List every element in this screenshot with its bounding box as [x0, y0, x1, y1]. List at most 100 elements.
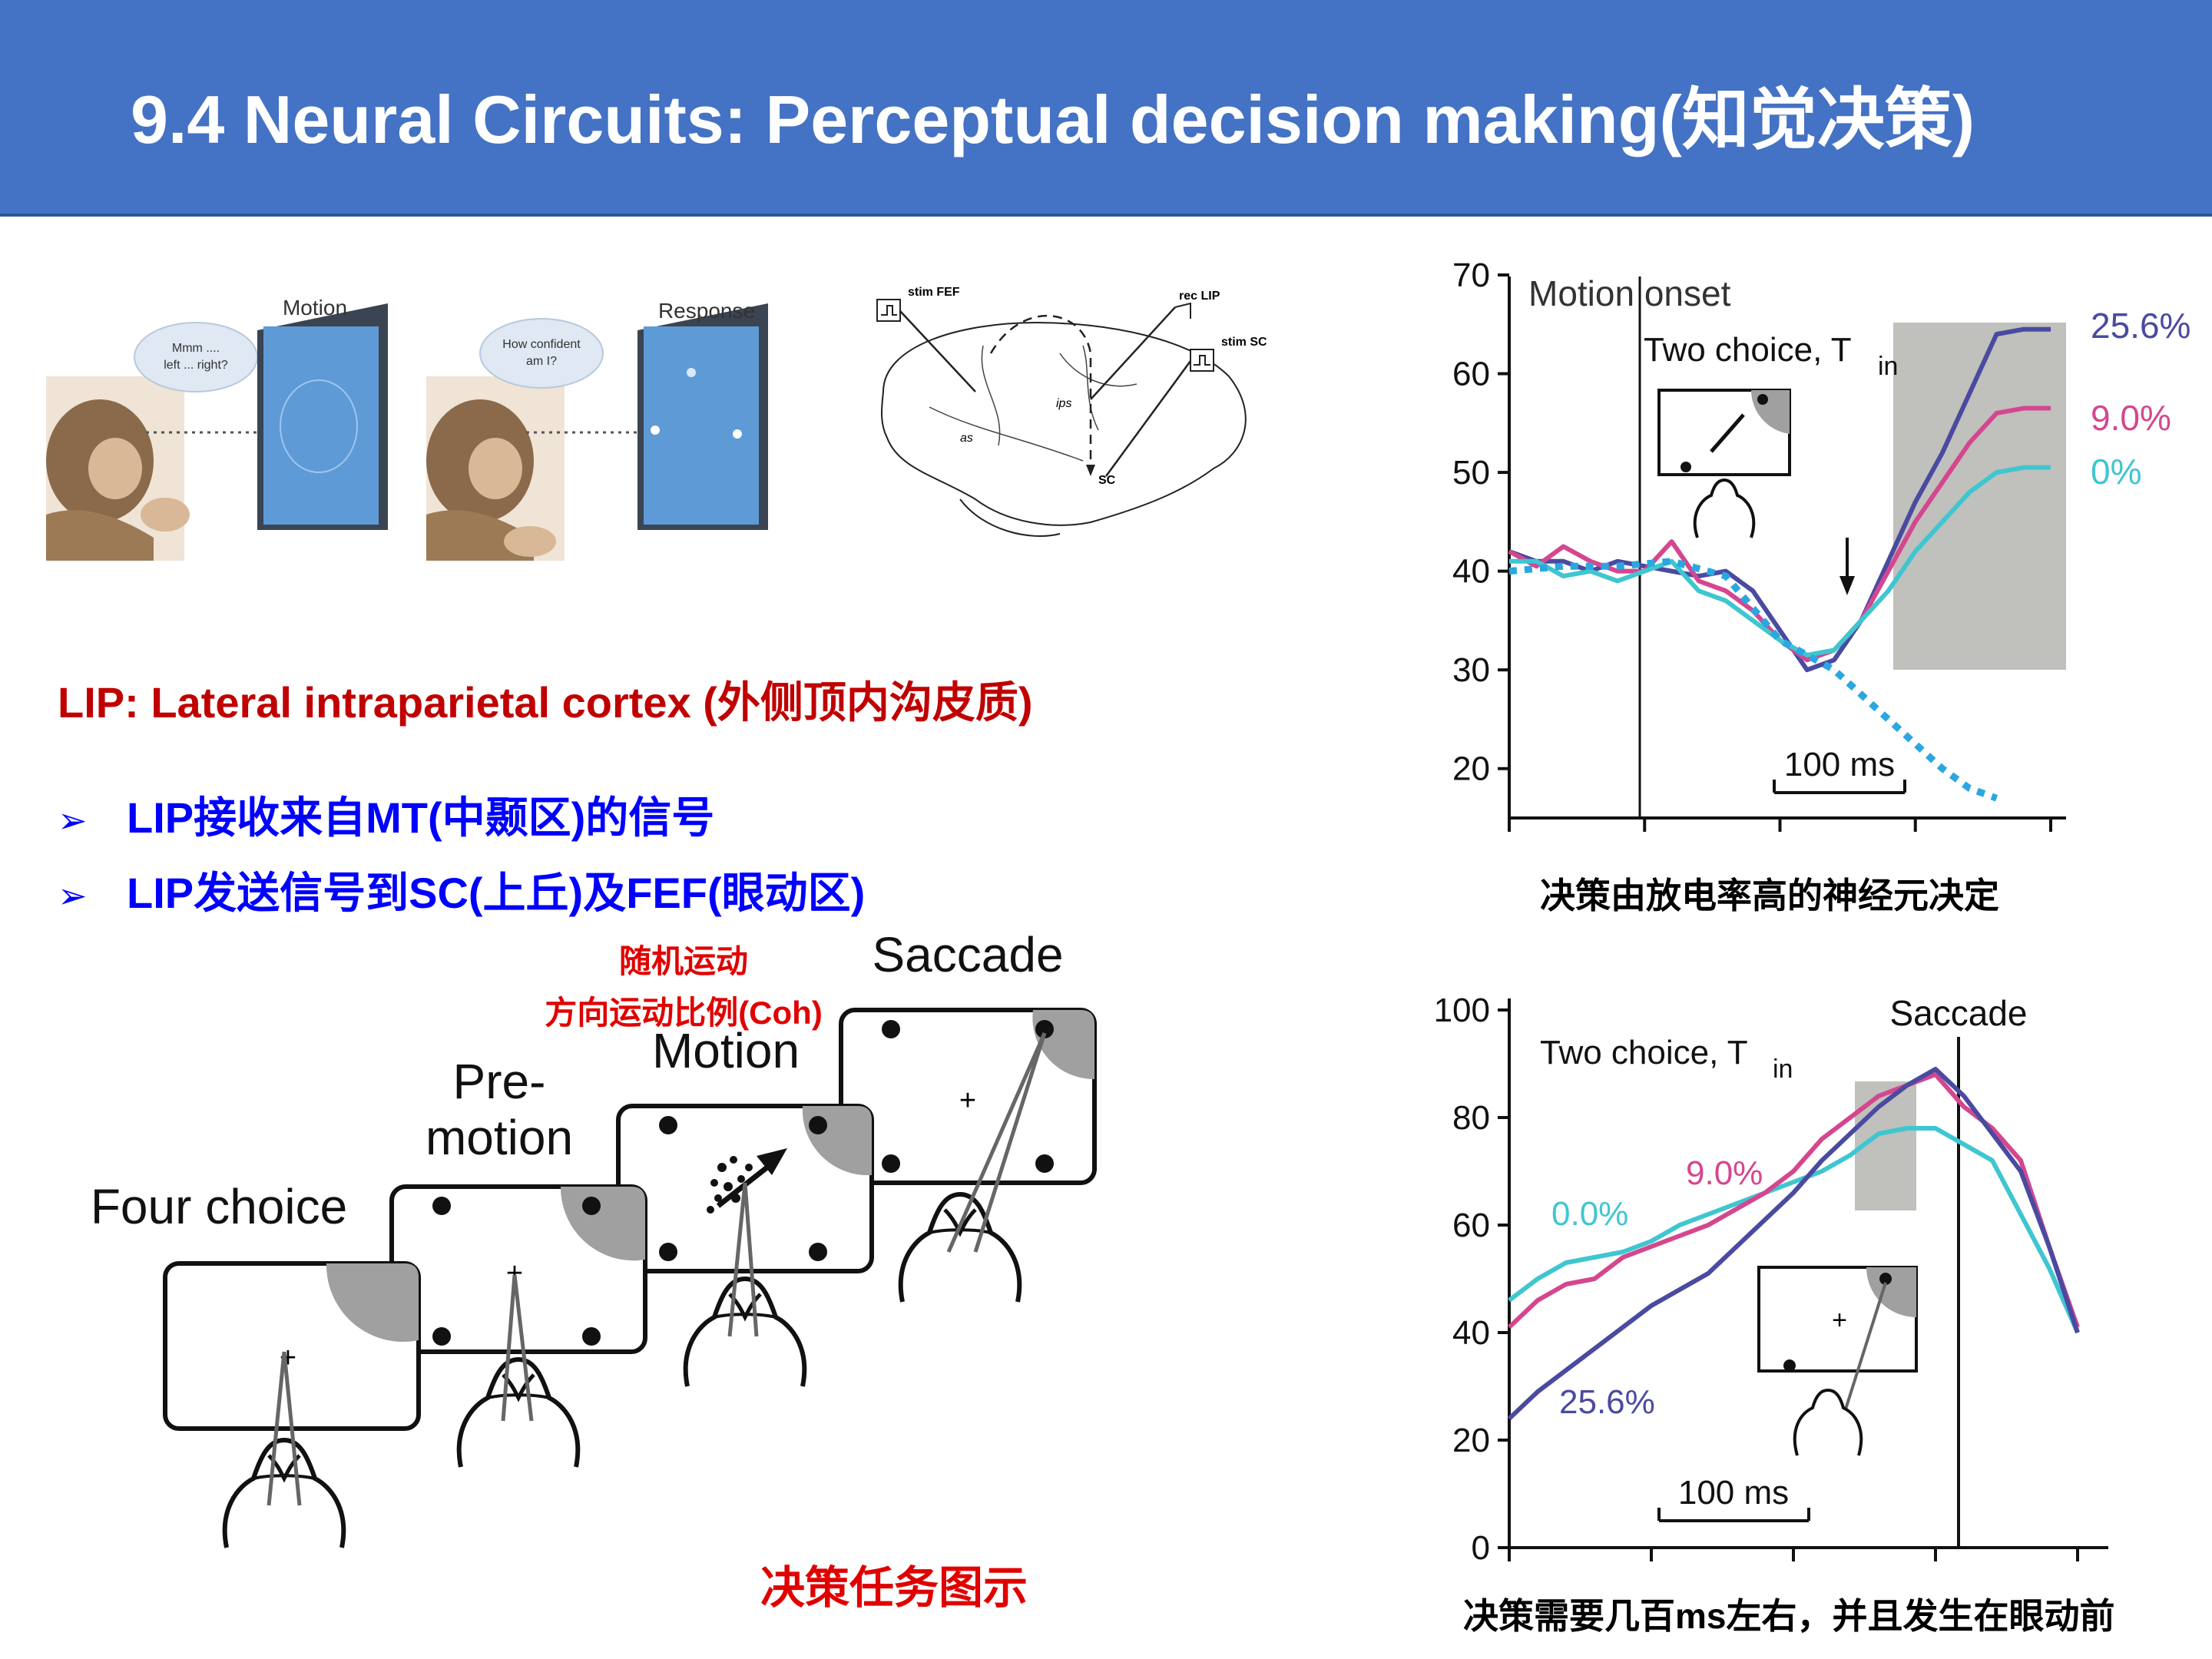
brain-diagram: stim FEF rec LIP stim SC as ips SC: [876, 286, 1267, 537]
data-point: [1806, 654, 1808, 656]
data-point: [1806, 669, 1808, 671]
as-label: as: [960, 432, 973, 445]
inset-target-tout: [1783, 1359, 1796, 1372]
bullet-marker: ➢: [58, 800, 88, 840]
annotation-line-2: 方向运动比例(Coh): [545, 995, 823, 1031]
sulcus-cs: [1082, 345, 1099, 431]
monitor-screen: [644, 326, 759, 525]
data-point: [1906, 1084, 1908, 1086]
data-point: [1707, 1214, 1709, 1215]
data-point: [1849, 1154, 1851, 1156]
bullet-1-text: LIP接收来自MT(中颞区)的信号: [127, 793, 715, 842]
inset-target-tout: [1681, 462, 1691, 472]
thought-text-1: How confident: [502, 338, 581, 351]
inset-shaded: [1866, 1267, 1916, 1317]
data-point: [1622, 1251, 1624, 1253]
data-point: [1563, 565, 1564, 567]
data-point: [1996, 412, 1997, 414]
y-tick-label: 20: [1452, 750, 1490, 788]
stim-fef-label: stim FEF: [908, 286, 960, 299]
data-point: [1833, 669, 1835, 671]
four-choice-label: Four choice: [91, 1179, 347, 1234]
saccade-label: Saccade: [872, 927, 1063, 982]
rec-lip-wire: [1090, 306, 1176, 400]
legend-25-6: 25.6%: [2091, 306, 2190, 346]
y-tick-label: 50: [1452, 454, 1490, 492]
y-tick-label: 100: [1434, 992, 1490, 1029]
monkey-hand: [504, 526, 556, 557]
y-tick-label: 60: [1452, 1207, 1490, 1244]
four-choice-panel: + Four choice: [91, 1179, 421, 1548]
monkey-face: [469, 438, 522, 499]
brain-stem: [959, 498, 1061, 537]
caption-bottom-right: 决策需要几百ms左右，并且发生在眼动前: [1463, 1596, 2115, 1636]
data-point: [2048, 1267, 2050, 1269]
data-point: [1793, 1192, 1794, 1194]
arrowhead: [1086, 465, 1095, 476]
data-point: [1698, 575, 1700, 577]
target-right: [733, 429, 742, 439]
fef-to-sc-path: [989, 314, 1092, 469]
data-point: [1906, 1128, 1908, 1129]
data-point: [2023, 408, 2025, 409]
monkey-hand: [141, 498, 190, 531]
monkey-panel-motion: Mmm .... left ... right? Motion: [46, 296, 388, 561]
motion-label: Motion: [283, 296, 347, 320]
data-point: [1969, 787, 1970, 789]
inset-screen: [1657, 389, 1791, 538]
data-point: [1963, 1095, 1965, 1097]
shaded-window: [1893, 323, 2066, 670]
y-tick-label: 20: [1452, 1422, 1490, 1459]
data-point: [1833, 659, 1835, 661]
rec-lip-probe: [1174, 302, 1191, 319]
inset-monkey-head: [1693, 478, 1756, 538]
monitor-screen: [263, 326, 379, 525]
two-choice-label: Two choice, T: [1540, 1034, 1748, 1071]
title-bar: [0, 0, 2212, 217]
y-tick-label: 70: [1452, 257, 1490, 294]
inset-monkey-head: [1793, 1388, 1863, 1456]
legend-9-0: 9.0%: [1686, 1154, 1763, 1192]
monkey-panel-response: How confident am I? Response: [426, 299, 768, 561]
pulse-icon: [1194, 355, 1210, 366]
data-point: [1594, 1278, 1595, 1280]
caption-top-right: 决策由放电率高的神经元决定: [1540, 876, 1999, 916]
two-choice-subscript: in: [1878, 352, 1898, 381]
y-tick-label: 60: [1452, 356, 1490, 393]
legend-0: 0%: [2091, 452, 2141, 492]
data-point: [1992, 1128, 1993, 1129]
data-point: [1860, 620, 1862, 621]
inset-target-tin: [1879, 1273, 1892, 1285]
y-tick-label: 30: [1452, 651, 1490, 689]
data-point: [1651, 1240, 1652, 1242]
stim-fef-electrode: [876, 299, 901, 322]
series-line-dotted: [1508, 558, 1998, 802]
inset-motion-arrow: [1710, 413, 1745, 453]
data-point: [1679, 1235, 1681, 1237]
legend-0-0: 0.0%: [1551, 1195, 1628, 1233]
data-point: [1963, 1106, 1965, 1108]
target-left: [651, 426, 660, 435]
data-point: [1806, 659, 1808, 661]
pre-motion-label-1: Pre-: [453, 1054, 546, 1109]
monkey-face: [88, 438, 142, 499]
data-point: [1563, 546, 1564, 547]
data-point: [1622, 1257, 1624, 1258]
x-ticks: [1508, 818, 2052, 832]
target-top: [687, 368, 696, 377]
lip-definition: LIP: Lateral intraparietal cortex (外侧顶内沟…: [58, 678, 1033, 727]
data-point: [1565, 1369, 1567, 1371]
data-point: [1508, 1326, 1510, 1328]
stim-fef-wire: [899, 310, 976, 392]
monkey-body: [46, 510, 154, 561]
data-point: [1942, 452, 1943, 453]
x-ticks: [1508, 1548, 2079, 1561]
data-point: [2023, 467, 2025, 469]
data-point: [1996, 333, 1997, 335]
y-ticks: 0 20 40 60 80 100: [1434, 992, 1509, 1567]
brain-outline: [881, 321, 1247, 526]
data-point: [1725, 575, 1727, 577]
pre-motion-panel: + Pre- motion: [389, 1054, 647, 1467]
